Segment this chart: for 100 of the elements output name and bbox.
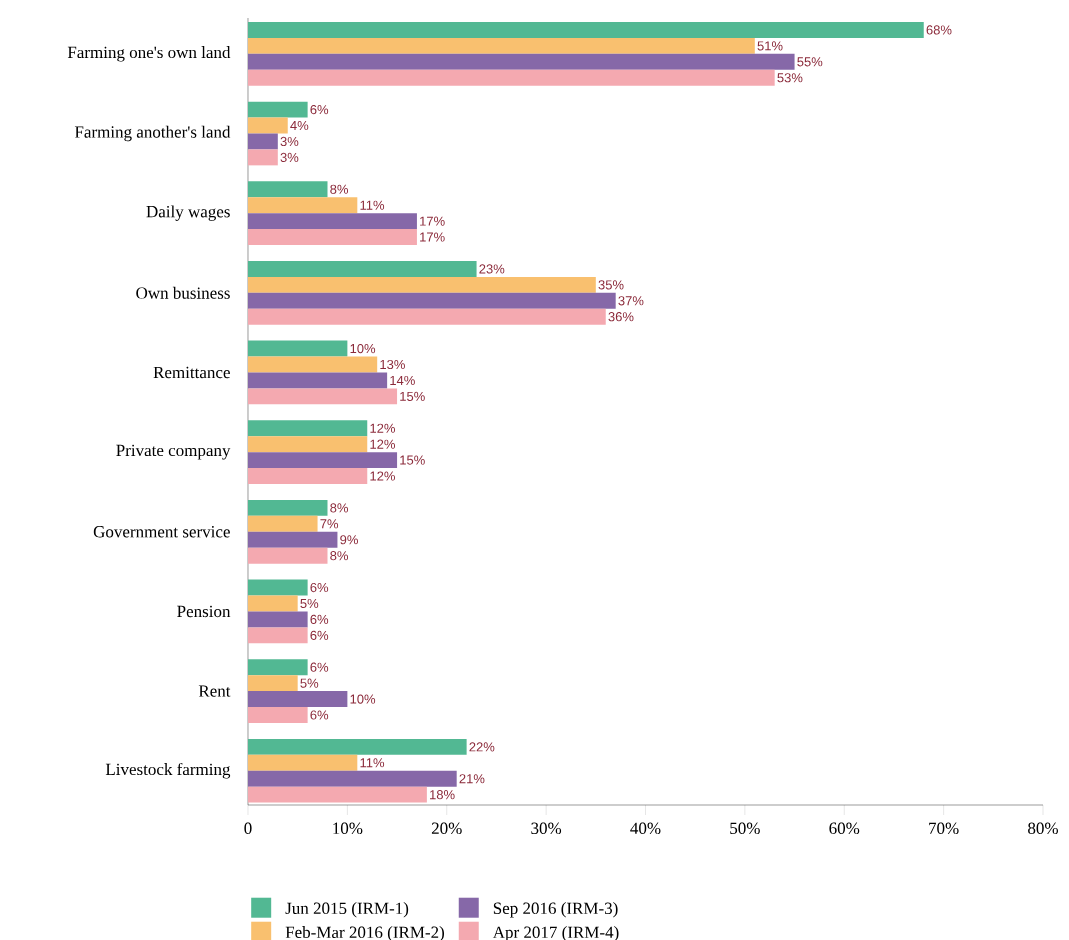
bar <box>248 547 328 564</box>
x-tick-label: 10% <box>333 822 363 835</box>
data-label: 23% <box>479 264 505 274</box>
data-label: 15% <box>400 455 425 465</box>
x-tick-label: 70% <box>929 822 959 835</box>
data-label: 53% <box>777 73 803 83</box>
bar <box>248 276 596 293</box>
data-label: 8% <box>330 503 349 513</box>
x-tick-label: 0 <box>244 822 252 835</box>
data-label: 36% <box>608 312 634 322</box>
data-label: 11% <box>360 200 385 210</box>
data-label: 3% <box>280 136 299 147</box>
data-label: 6% <box>310 614 329 625</box>
bar <box>248 69 775 86</box>
bar <box>248 420 368 437</box>
data-label: 12% <box>370 471 395 481</box>
data-label: 15% <box>400 391 425 401</box>
bar <box>248 515 318 532</box>
bar <box>248 117 288 134</box>
bar <box>248 308 606 325</box>
bar <box>248 611 308 628</box>
data-label: 14% <box>390 375 415 385</box>
bar <box>248 372 388 389</box>
y-tick-label: Farming one's own land <box>67 46 231 62</box>
bar <box>248 181 328 198</box>
data-label: 18% <box>430 790 455 800</box>
bar <box>248 452 398 469</box>
y-tick-label: Daily wages <box>146 205 230 221</box>
data-label: 51% <box>757 41 783 51</box>
data-label: 10% <box>350 343 376 354</box>
bar <box>248 101 308 118</box>
data-label: 13% <box>380 359 405 370</box>
y-tick-label: Government service <box>93 526 230 538</box>
bar <box>248 738 467 755</box>
data-label: 6% <box>310 105 329 115</box>
data-label: 5% <box>300 678 319 688</box>
bar <box>248 292 616 309</box>
bar <box>248 754 358 771</box>
bar <box>248 627 308 644</box>
data-label: 6% <box>310 710 329 720</box>
data-label: 7% <box>320 519 339 529</box>
bar <box>248 499 328 516</box>
bar <box>248 468 368 484</box>
data-label: 55% <box>797 57 823 67</box>
data-label: 8% <box>330 551 349 561</box>
bar <box>248 197 358 214</box>
bar <box>248 229 417 246</box>
bar <box>248 436 368 453</box>
y-tick-label: Remittance <box>153 366 230 379</box>
bar <box>248 595 298 612</box>
data-label: 3% <box>280 152 299 162</box>
bar <box>248 707 308 723</box>
data-label: 6% <box>310 630 329 640</box>
data-label: 35% <box>598 280 624 290</box>
y-tick-label: Pension <box>177 605 231 618</box>
y-tick-label: Livestock farming <box>105 762 231 779</box>
bar <box>248 37 755 54</box>
y-tick-label: Farming another's land <box>74 125 231 142</box>
data-label: 68% <box>926 25 952 35</box>
data-label: 8% <box>330 184 349 194</box>
bar <box>248 770 457 787</box>
bar <box>248 21 924 38</box>
bar <box>248 388 398 405</box>
data-label: 6% <box>310 582 329 593</box>
data-label: 12% <box>370 423 395 433</box>
data-label: 37% <box>618 296 644 306</box>
bar <box>248 691 348 708</box>
bar <box>248 149 278 166</box>
data-label: 5% <box>300 598 319 609</box>
data-label: 17% <box>420 216 445 226</box>
data-label: 10% <box>350 694 376 704</box>
data-label: 6% <box>310 662 329 672</box>
y-tick-label: Private company <box>116 444 231 460</box>
data-label: 17% <box>420 232 445 242</box>
x-tick-label: 40% <box>630 822 661 835</box>
bar <box>248 213 417 230</box>
data-label: 22% <box>469 742 495 752</box>
x-tick-label: 50% <box>730 822 760 835</box>
bar <box>248 133 278 150</box>
bar <box>248 786 427 803</box>
data-label: 11% <box>360 758 385 768</box>
bar <box>248 356 378 373</box>
x-tick-label: 60% <box>829 822 860 835</box>
x-tick-label: 80% <box>1028 822 1058 835</box>
y-tick-label: Rent <box>198 685 231 697</box>
x-tick-label: 20% <box>431 822 462 835</box>
data-label: 4% <box>290 121 309 131</box>
bar <box>248 659 308 676</box>
x-tick-label: 30% <box>531 822 562 835</box>
data-label: 21% <box>459 774 485 784</box>
bar <box>248 579 308 596</box>
data-label: 9% <box>340 535 358 545</box>
y-tick-label: Own business <box>136 286 230 299</box>
data-label: 12% <box>370 439 395 449</box>
legend-label: Jun 2015 (IRM-1) <box>285 902 409 918</box>
bar <box>248 675 298 692</box>
bar <box>248 260 477 277</box>
bar <box>248 53 795 70</box>
bar <box>248 531 338 548</box>
bar <box>248 340 348 357</box>
